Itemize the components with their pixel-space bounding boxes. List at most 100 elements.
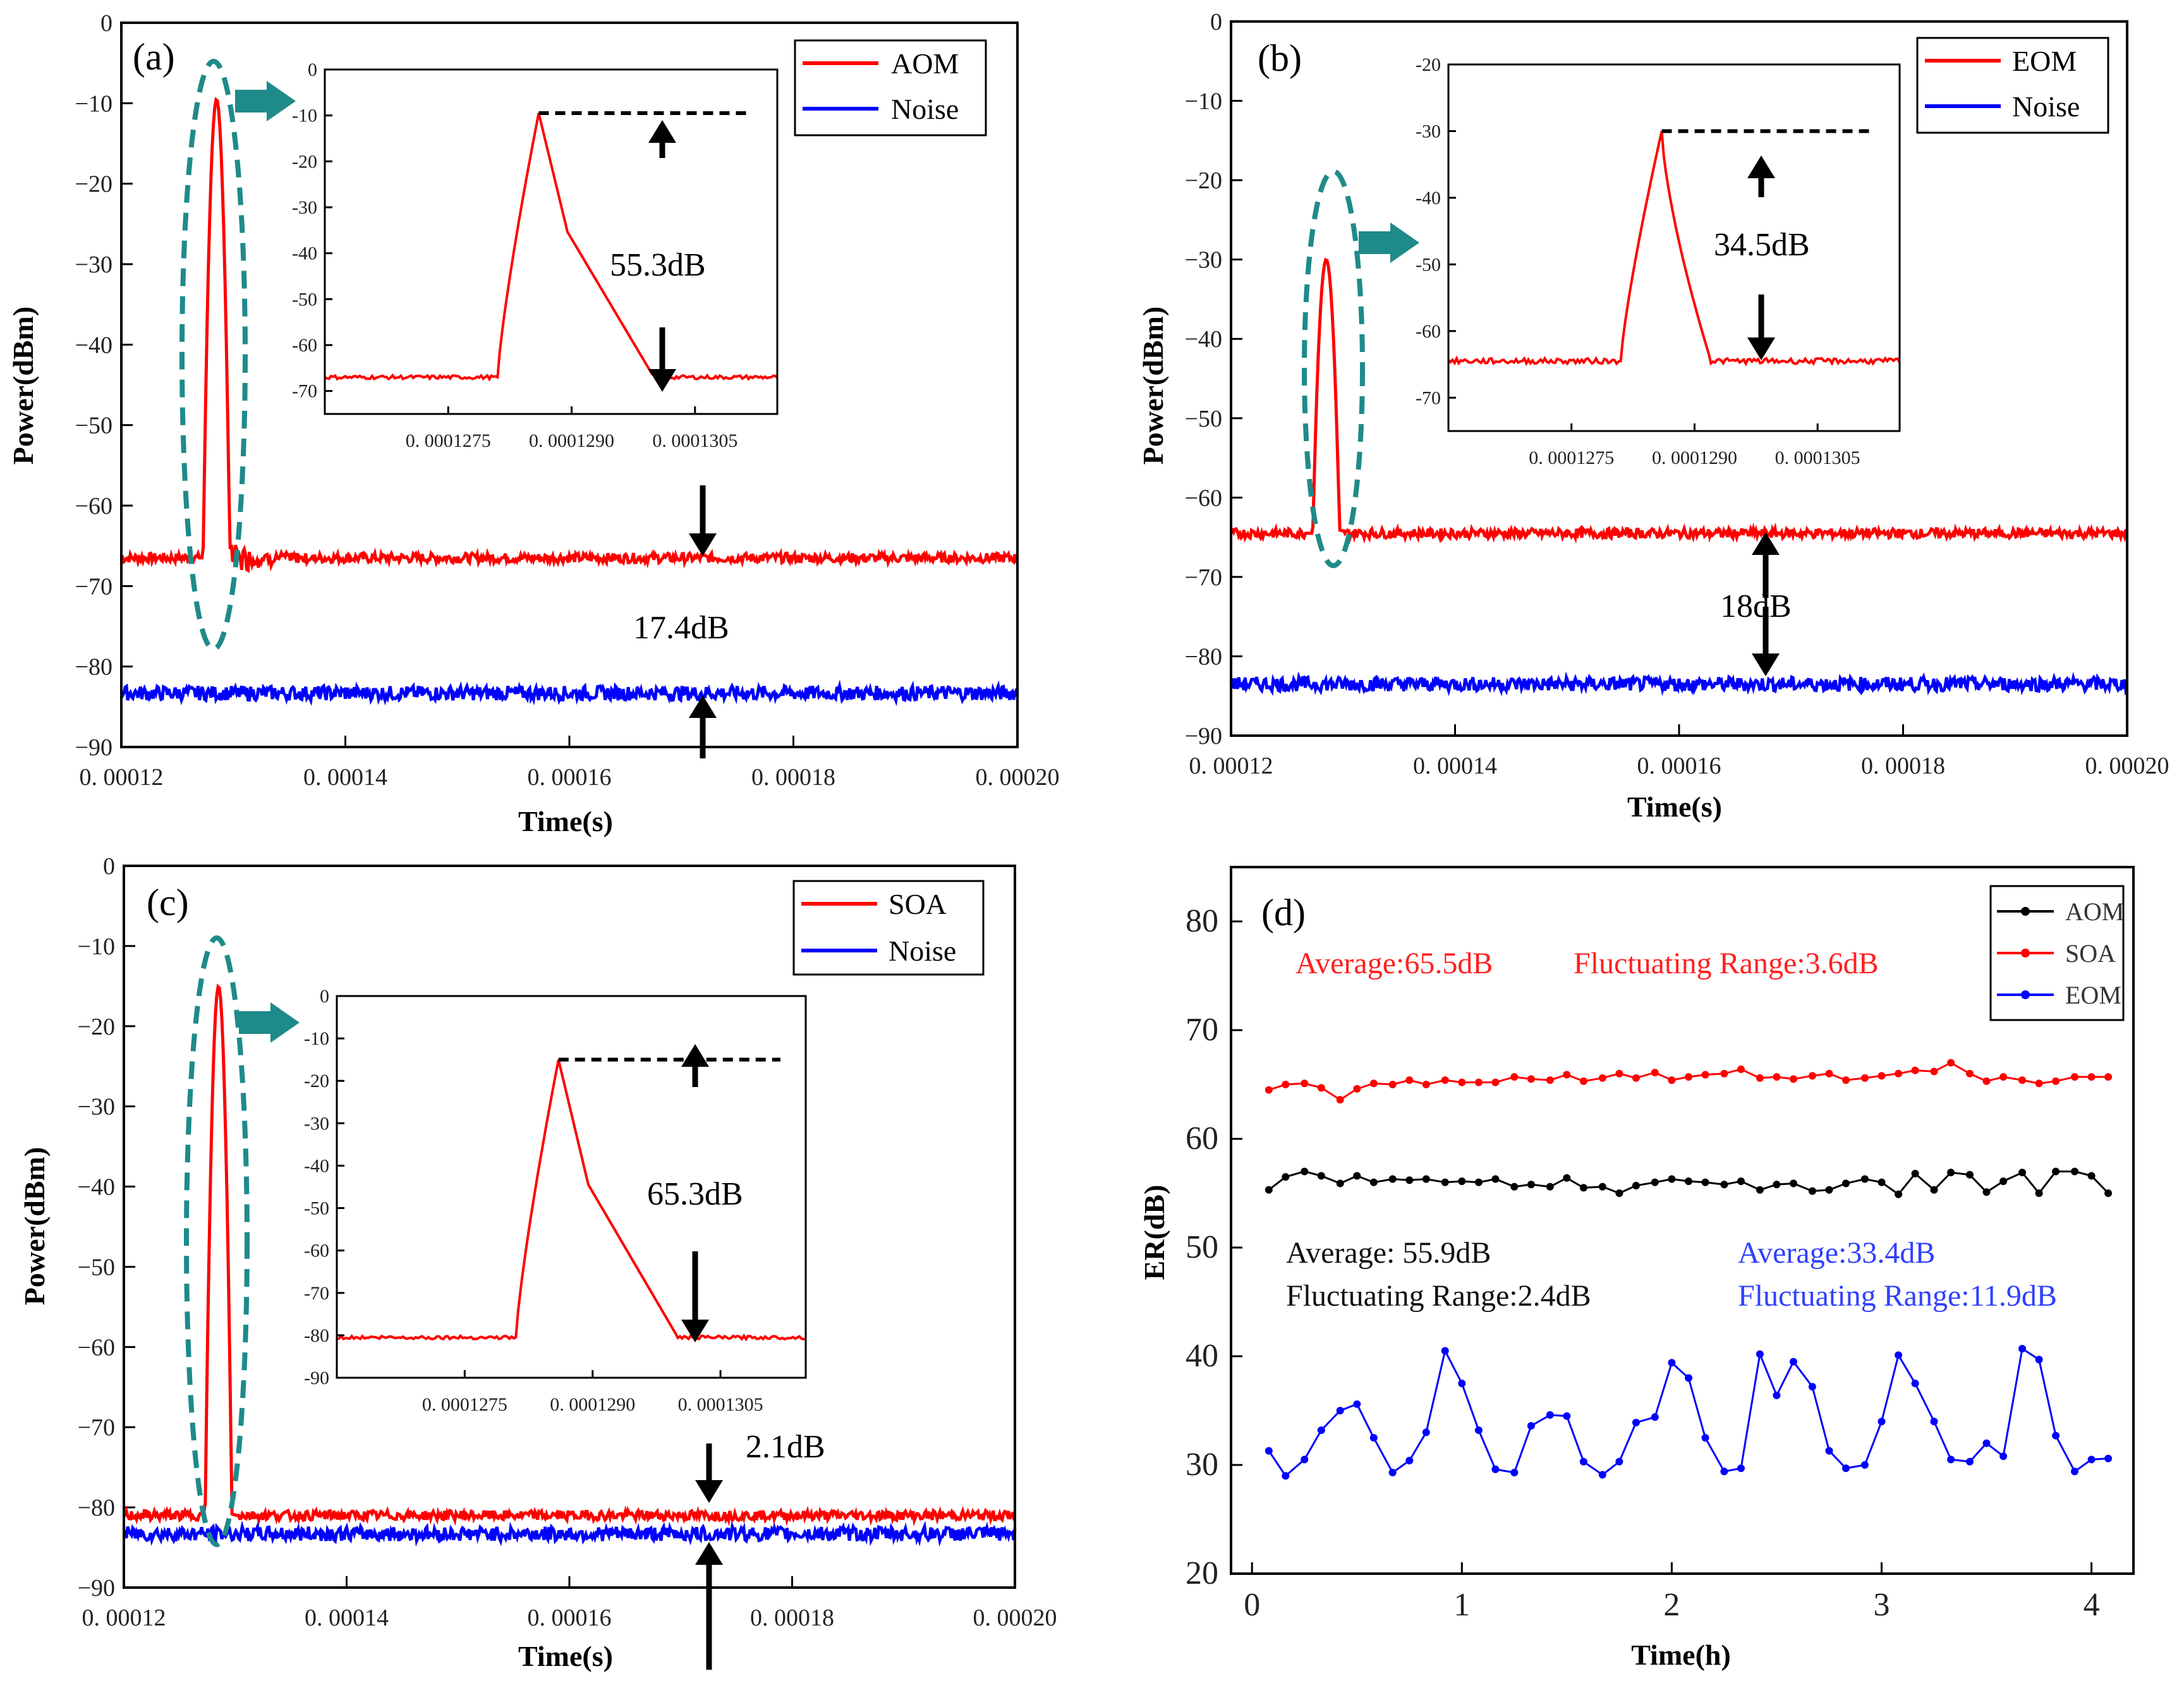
data-point-eom: [2035, 1356, 2043, 1364]
x-tick-labels-a: 0. 00012 0. 00014 0. 00016 0. 00018 0. 00020: [80, 736, 1060, 791]
data-point-eom: [1808, 1383, 1816, 1391]
y-tick-label: −30: [1185, 247, 1222, 274]
inset-y-tick-label: 0: [308, 59, 317, 80]
data-point-soa: [2087, 1073, 2096, 1081]
annotation-aom-range: Fluctuating Range:2.4dB: [1286, 1279, 1591, 1313]
data-point-soa: [1911, 1066, 1919, 1074]
series-line-eom-d: [1268, 1347, 2109, 1478]
series-line-eom: [1230, 257, 2129, 544]
data-point-eom: [1405, 1457, 1414, 1465]
y-tick-label: −50: [75, 413, 112, 439]
data-point-soa: [2052, 1077, 2060, 1085]
x-tick-label: 0. 00016: [528, 1605, 612, 1631]
annotation-aom-average: Average: 55.9dB: [1286, 1236, 1491, 1270]
data-point-eom: [1282, 1472, 1290, 1480]
y-tick-label: 0: [100, 10, 112, 37]
legend-label-aom: AOM: [891, 47, 959, 80]
inset-y-tick-label: -60: [292, 335, 317, 356]
data-point-eom: [1546, 1411, 1554, 1419]
y-axis-title-d: ER(dB): [1138, 1185, 1170, 1280]
panel-label-a: (a): [133, 36, 175, 78]
legend-label-eom-d: EOM: [2065, 981, 2121, 1009]
data-point-soa: [1491, 1078, 1500, 1086]
annotation-arrows-a: [689, 485, 717, 758]
inset-frame-a: [324, 68, 779, 415]
axes-frame-a: [120, 21, 1019, 748]
data-point-eom: [1632, 1418, 1640, 1426]
data-point-aom: [1301, 1167, 1309, 1176]
arrow-head-icon: [1752, 532, 1780, 555]
x-axis-title-d: Time(h): [1631, 1639, 1731, 1671]
data-point-aom: [1701, 1178, 1709, 1186]
data-point-eom: [2018, 1345, 2026, 1352]
data-point-eom: [1615, 1457, 1623, 1466]
inset-y-tick-label: -40: [304, 1155, 329, 1176]
data-point-eom: [1756, 1350, 1764, 1358]
x-tick-label-d: 2: [1663, 1587, 1680, 1623]
inset-background: [325, 70, 777, 414]
inset-y-tick-label: -80: [304, 1325, 329, 1346]
highlight-ellipse-a: [179, 59, 248, 652]
inset-y-tick-label: -40: [292, 243, 317, 264]
inset-annotation-b: 34.5dB: [1714, 227, 1810, 263]
y-tick-label-d: 80: [1186, 903, 1218, 939]
arrow-head-icon: [695, 1480, 723, 1503]
inset-x-tick-labels-c: 0. 0001275 0. 0001290 0. 0001305: [422, 1370, 763, 1415]
inset-x-tick-label: 0. 0001305: [652, 430, 737, 451]
arrow-head-icon: [681, 1320, 709, 1342]
data-point-soa: [1265, 1086, 1273, 1094]
data-point-aom: [1651, 1178, 1659, 1186]
data-point-soa: [1353, 1085, 1361, 1093]
y-tick-label: 0: [103, 853, 115, 880]
data-point-aom: [1773, 1181, 1781, 1189]
y-tick-label: −40: [75, 332, 112, 358]
data-point-soa: [2071, 1073, 2078, 1081]
legend-frame-a: [794, 39, 987, 137]
inset-y-tick-label: -30: [304, 1113, 329, 1134]
y-tick-label: −30: [78, 1094, 115, 1121]
legend-label-eom: EOM: [2012, 45, 2077, 77]
legend-label-aom-d: AOM: [2065, 897, 2124, 926]
data-point-soa: [1546, 1076, 1554, 1085]
inset-y-tick-label: -70: [1416, 387, 1441, 408]
data-point-aom: [1546, 1182, 1554, 1191]
y-tick-label-d: 40: [1186, 1338, 1218, 1374]
data-point-aom: [2018, 1169, 2026, 1177]
inset-y-tick-label: -60: [304, 1241, 329, 1261]
data-point-eom: [2071, 1467, 2078, 1476]
series-line-soa-d: [1268, 1061, 2109, 1101]
inset-pulse-line: [324, 112, 779, 382]
data-point-aom: [1947, 1169, 1955, 1177]
data-point-eom: [1458, 1380, 1466, 1387]
data-point-eom: [1422, 1428, 1430, 1437]
inset-y-tick-label: -70: [292, 381, 317, 402]
data-point-eom: [1982, 1439, 1991, 1447]
data-point-eom: [1911, 1380, 1919, 1387]
data-point-soa: [1458, 1078, 1466, 1086]
annotation-eom-range: Fluctuating Range:11.9dB: [1738, 1279, 2057, 1313]
series-line-noise: [119, 679, 1019, 707]
data-point-soa: [1388, 1081, 1397, 1088]
data-point-soa: [1579, 1077, 1587, 1085]
inset-x-tick-label: 0. 0001275: [422, 1394, 507, 1415]
data-point-aom: [1563, 1174, 1571, 1182]
y-tick-label-d: 60: [1186, 1121, 1218, 1157]
data-point-aom: [1474, 1178, 1483, 1186]
y-axis-title-c: Power(dBm): [18, 1147, 51, 1305]
inset-y-tick-label: -50: [304, 1198, 329, 1219]
inset-y-tick-labels-a: 0 -10 -20 -30 -40 -50 -60 -70: [292, 59, 332, 402]
inset-a: 0-10-20-30-40-50-60-70 0. 0001275 0. 0001…: [292, 59, 779, 451]
data-point-aom: [1336, 1179, 1344, 1188]
data-point-aom: [1685, 1177, 1692, 1186]
inset-y-tick-label: -90: [304, 1368, 329, 1388]
inset-x-tick-label: 0. 0001290: [1652, 447, 1737, 468]
data-point-aom: [1388, 1175, 1397, 1183]
x-tick-labels-b: 0. 00012 0. 00014 0. 00016 0. 00018 0. 00020: [1189, 724, 2169, 779]
inset-y-tick-label: -10: [304, 1028, 329, 1049]
y-tick-labels-d: 20 30 40 50 60 70 80: [1186, 903, 1242, 1591]
x-tick-labels-c: 0. 00012 0. 00014 0. 00016 0. 00018 0. 00020: [82, 1576, 1057, 1631]
annotation-arrows-b: [1752, 532, 1780, 676]
data-point-eom: [1668, 1359, 1676, 1367]
legend-marker-eom-d: [2021, 990, 2030, 999]
data-point-eom: [2052, 1431, 2060, 1440]
